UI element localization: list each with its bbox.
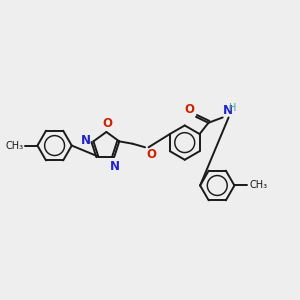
Text: H: H (229, 103, 236, 113)
Text: N: N (80, 134, 91, 147)
Text: O: O (102, 117, 112, 130)
Text: O: O (184, 103, 194, 116)
Text: O: O (146, 148, 156, 161)
Text: N: N (223, 104, 233, 117)
Text: N: N (110, 160, 120, 172)
Text: CH₃: CH₃ (5, 141, 23, 151)
Text: CH₃: CH₃ (249, 181, 267, 190)
